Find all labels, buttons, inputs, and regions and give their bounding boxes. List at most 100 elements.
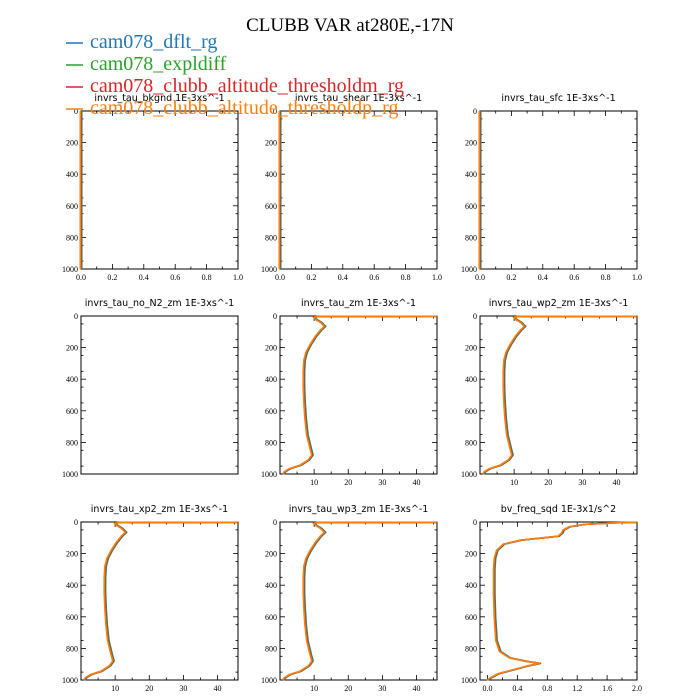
panel-grid: invrs_tau_bkgnd 1E-3xs^-1020040060080010… <box>62 93 642 693</box>
y-tick-label: 600 <box>265 202 277 211</box>
y-tick-label: 200 <box>66 139 78 148</box>
series-line-2 <box>84 521 239 681</box>
x-tick-label: 20 <box>544 478 552 487</box>
legend-entry: cam078_clubb_altitude_thresholdp_rg <box>90 97 398 119</box>
y-tick-label: 400 <box>465 375 477 384</box>
y-tick-label: 600 <box>66 613 78 622</box>
series-line-3 <box>482 315 637 475</box>
y-tick-label: 200 <box>265 344 277 353</box>
x-tick-label: 0.0 <box>475 273 485 282</box>
x-tick-label: 0.4 <box>338 273 348 282</box>
series-line-1 <box>84 521 239 681</box>
x-tick-label: 0.8 <box>202 273 212 282</box>
plot-frame <box>479 521 638 681</box>
x-tick-label: 10 <box>310 684 318 693</box>
x-tick-label: 0.0 <box>76 273 86 282</box>
y-tick-label: 1000 <box>261 265 277 274</box>
y-tick-label: 1000 <box>62 470 78 479</box>
x-tick-label: 0.2 <box>506 273 516 282</box>
x-tick-label: 0.2 <box>107 273 117 282</box>
y-tick-label: 400 <box>465 581 477 590</box>
x-tick-label: 20 <box>344 478 352 487</box>
y-tick-label: 0 <box>74 312 78 321</box>
series-line-4 <box>486 521 637 681</box>
plot-frame <box>80 110 239 270</box>
x-tick-label: 0.4 <box>139 273 149 282</box>
panel-title: invrs_tau_bkgnd 1E-3xs^-1 <box>94 93 224 104</box>
x-tick-label: 30 <box>378 684 386 693</box>
y-tick-label: 200 <box>465 550 477 559</box>
panel-8: invrs_tau_wp3_zm 1E-3xs^-1 0 200 400 600 800 1… <box>261 504 438 693</box>
y-tick-label: 800 <box>66 644 78 653</box>
x-tick-label: 20 <box>344 684 352 693</box>
x-tick-label: 0.2 <box>306 273 316 282</box>
panel-9: bv_freq_sqd 1E-3x1/s^2 0 200 400 600 800 1000 0… <box>461 504 642 693</box>
series-line-1 <box>283 521 438 681</box>
panel-title: invrs_tau_shear 1E-3xs^-1 <box>295 93 422 104</box>
x-tick-label: 20 <box>145 684 153 693</box>
y-tick-label: 200 <box>265 139 277 148</box>
panel-3: invrs_tau_sfc 1E-3xs^-1 0 200 400 600 800 1000… <box>461 93 642 282</box>
panel-4: invrs_tau_no_N2_zm 1E-3xs^-1 0 200 400 600 80… <box>62 298 239 479</box>
y-tick-label: 1000 <box>461 265 477 274</box>
y-tick-label: 600 <box>66 202 78 211</box>
panel-6: invrs_tau_wp2_zm 1E-3xs^-1 0 200 400 600 800 1… <box>461 298 638 487</box>
x-tick-label: 0.4 <box>512 684 522 693</box>
series-line-4 <box>282 521 437 681</box>
x-tick-label: 0.8 <box>542 684 552 693</box>
y-tick-label: 600 <box>465 613 477 622</box>
x-tick-label: 40 <box>413 684 421 693</box>
x-tick-label: 0.0 <box>275 273 285 282</box>
y-tick-label: 400 <box>66 170 78 179</box>
y-tick-label: 1000 <box>62 676 78 685</box>
x-tick-label: 1.6 <box>602 684 612 693</box>
y-tick-label: 400 <box>66 581 78 590</box>
y-tick-label: 800 <box>465 644 477 653</box>
x-tick-label: 30 <box>378 478 386 487</box>
series-line-2 <box>483 315 638 475</box>
y-tick-label: 0 <box>273 312 277 321</box>
y-tick-label: 400 <box>465 170 477 179</box>
series-line-3 <box>282 315 437 475</box>
x-tick-label: 40 <box>613 478 621 487</box>
series-line-2 <box>283 315 438 475</box>
y-tick-label: 400 <box>265 170 277 179</box>
x-tick-label: 0.6 <box>569 273 579 282</box>
y-tick-label: 0 <box>473 518 477 527</box>
y-tick-label: 600 <box>465 202 477 211</box>
y-tick-label: 600 <box>265 407 277 416</box>
x-tick-label: 0.8 <box>601 273 611 282</box>
y-tick-label: 200 <box>66 550 78 559</box>
series-line-2 <box>283 521 438 681</box>
y-tick-label: 400 <box>265 581 277 590</box>
y-tick-label: 0 <box>273 107 277 116</box>
panel-title: invrs_tau_zm 1E-3xs^-1 <box>301 298 416 309</box>
legend: cam078_dflt_rgcam078_expldiffcam078_club… <box>66 31 404 119</box>
x-tick-label: 1.0 <box>233 273 243 282</box>
x-tick-label: 0.8 <box>401 273 411 282</box>
y-tick-label: 0 <box>74 518 78 527</box>
series-line-4 <box>282 315 437 475</box>
x-tick-label: 1.2 <box>572 684 582 693</box>
y-tick-label: 0 <box>273 518 277 527</box>
legend-entry: cam078_dflt_rg <box>90 31 217 53</box>
panel-7: invrs_tau_xp2_zm 1E-3xs^-1 0 200 400 600 800 1… <box>62 504 239 693</box>
series-line-1 <box>283 315 438 475</box>
x-tick-label: 30 <box>578 478 586 487</box>
y-tick-label: 1000 <box>261 470 277 479</box>
plot-frame <box>80 315 239 475</box>
y-tick-label: 200 <box>66 344 78 353</box>
y-tick-label: 800 <box>465 438 477 447</box>
y-tick-label: 600 <box>465 407 477 416</box>
x-tick-label: 2.0 <box>632 684 642 693</box>
x-tick-label: 0.6 <box>369 273 379 282</box>
x-tick-label: 40 <box>413 478 421 487</box>
plot-frame <box>479 110 638 270</box>
y-tick-label: 0 <box>473 312 477 321</box>
y-tick-label: 1000 <box>461 676 477 685</box>
y-tick-label: 800 <box>265 438 277 447</box>
y-tick-label: 800 <box>66 438 78 447</box>
plot-frame <box>279 110 438 270</box>
panel-2: invrs_tau_shear 1E-3xs^-1 0 200 400 600 800 10… <box>261 93 442 282</box>
